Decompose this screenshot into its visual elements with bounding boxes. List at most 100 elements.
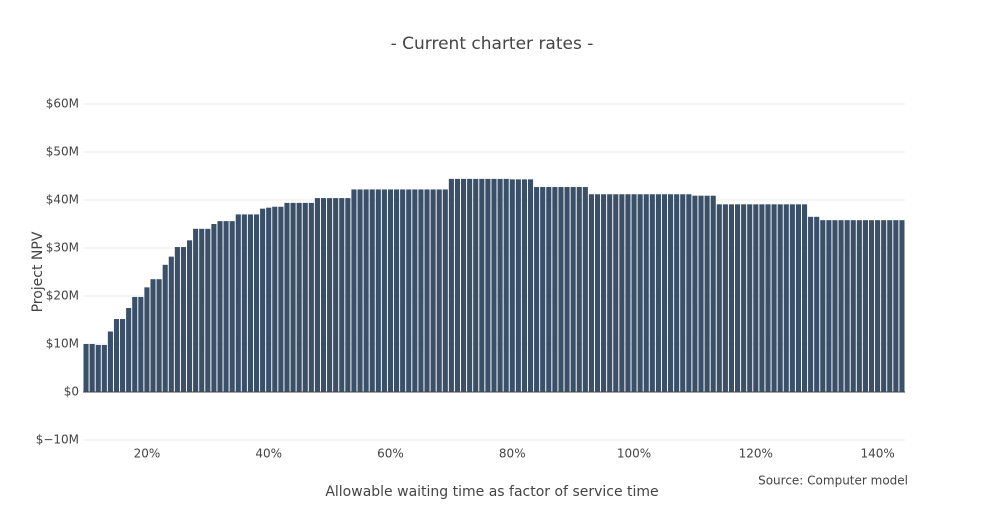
bar [120, 319, 126, 392]
bar [394, 189, 400, 392]
bar [253, 214, 260, 392]
bar [339, 198, 345, 392]
bar [132, 296, 138, 392]
x-tick-label: 20% [134, 447, 161, 461]
bar [217, 221, 223, 392]
bar [534, 187, 540, 392]
bar [716, 204, 722, 392]
bar [467, 178, 473, 392]
bar [521, 179, 528, 392]
bar [193, 228, 199, 392]
bar [406, 189, 412, 392]
bar [771, 204, 777, 392]
bar [247, 214, 254, 392]
bar [186, 240, 193, 392]
bar [515, 179, 521, 392]
bar [747, 204, 753, 392]
x-tick-label: 140% [860, 447, 894, 461]
bar [199, 228, 205, 392]
bar [400, 189, 406, 392]
bar [272, 206, 278, 392]
bar [284, 202, 290, 392]
bar [722, 204, 728, 392]
bar [856, 220, 862, 392]
bar [308, 202, 314, 392]
bar [826, 220, 832, 392]
y-tick-label: $30M [46, 241, 79, 255]
bar [211, 224, 217, 392]
bar [887, 220, 893, 392]
source-annotation: Source: Computer model [758, 474, 908, 488]
y-tick-label: $0 [64, 385, 79, 399]
bar [625, 194, 631, 392]
bar [229, 221, 235, 392]
bar [674, 194, 680, 392]
bar [594, 194, 601, 392]
bar [601, 194, 607, 392]
bar [351, 189, 357, 392]
bar [552, 187, 558, 392]
bar [582, 187, 588, 392]
bar [156, 279, 162, 392]
bar [753, 204, 759, 392]
bar [881, 220, 887, 392]
x-tick-label: 80% [499, 447, 526, 461]
bar [442, 189, 448, 392]
y-tick-label: $60M [46, 97, 79, 111]
bar [473, 178, 479, 392]
bar [868, 220, 875, 392]
bar [345, 198, 351, 392]
bar [844, 220, 850, 392]
bar [649, 194, 655, 392]
bar [357, 189, 363, 392]
bar [223, 221, 229, 392]
bar [789, 204, 795, 392]
bar [680, 194, 686, 392]
bar [83, 344, 89, 392]
bar [387, 189, 394, 392]
x-tick-label: 60% [377, 447, 404, 461]
bar [668, 194, 674, 392]
bar [832, 220, 838, 392]
chart-title: - Current charter rates - [391, 34, 594, 54]
bar [686, 194, 692, 392]
bar [850, 220, 856, 392]
bar [765, 204, 771, 392]
bar [728, 204, 735, 392]
bar [162, 264, 168, 392]
bar [503, 178, 509, 392]
bar [448, 178, 454, 392]
y-tick-label: $50M [46, 145, 79, 159]
bar [150, 279, 156, 392]
bar [369, 189, 375, 392]
bar [564, 187, 570, 392]
y-tick-label: $−10M [36, 433, 79, 447]
bar [290, 202, 296, 392]
bar [698, 195, 704, 392]
bar [485, 178, 491, 392]
bar [126, 308, 132, 392]
x-tick-label: 120% [739, 447, 773, 461]
bar [619, 194, 625, 392]
bar [418, 189, 424, 392]
bar [692, 195, 698, 392]
bar [168, 256, 174, 392]
bar [260, 208, 266, 392]
bar [144, 287, 150, 392]
bar [710, 195, 716, 392]
bar [643, 194, 649, 392]
bar [278, 206, 284, 392]
bar [101, 344, 107, 392]
bar [180, 247, 187, 392]
x-tick-label: 100% [617, 447, 651, 461]
y-tick-label: $10M [46, 337, 79, 351]
bar [631, 194, 637, 392]
bar [375, 189, 381, 392]
bar [95, 344, 101, 392]
bar [138, 296, 144, 392]
bar [820, 220, 826, 392]
bar [460, 178, 467, 392]
bar [801, 204, 808, 392]
bar [266, 207, 272, 392]
bar [363, 189, 369, 392]
